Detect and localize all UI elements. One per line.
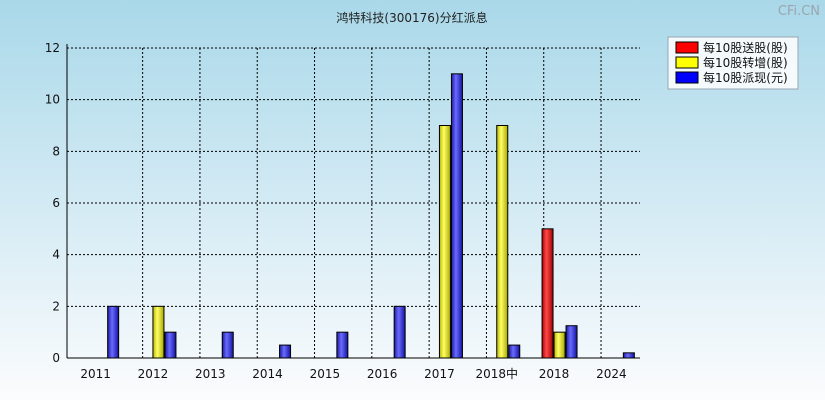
x-tick-label: 2024 xyxy=(596,367,627,381)
x-tick-label: 2018中 xyxy=(475,366,518,381)
axes: 0 2 4 6 8 10 12 2011 2012 2013 2014 2015 2016 2017 201… xyxy=(45,41,640,381)
y-tick-label: 6 xyxy=(52,196,60,210)
watermark: CFi.CN xyxy=(778,4,820,19)
bar xyxy=(279,344,292,359)
bars xyxy=(107,73,635,359)
bar xyxy=(553,331,566,359)
bar xyxy=(450,73,463,359)
legend-label: 每10股送股(股) xyxy=(703,40,788,55)
bar xyxy=(393,305,406,359)
bar xyxy=(221,331,234,359)
bar xyxy=(496,125,509,359)
legend-swatch xyxy=(675,71,699,84)
y-tick-label: 12 xyxy=(45,41,60,55)
bar xyxy=(508,344,521,359)
y-tick-label: 2 xyxy=(52,299,60,313)
legend: 每10股送股(股)每10股转增(股)每10股派现(元) xyxy=(667,36,799,90)
bar xyxy=(622,352,635,359)
legend-swatch xyxy=(675,56,699,69)
x-tick-label: 2013 xyxy=(195,367,226,381)
bar xyxy=(565,325,578,359)
chart-title: 鸿特科技(300176)分红派息 xyxy=(336,10,487,25)
x-tick-label: 2011 xyxy=(80,367,111,381)
bar xyxy=(164,331,177,359)
bar xyxy=(438,125,451,359)
legend-swatch xyxy=(675,41,699,54)
y-tick-label: 0 xyxy=(52,351,60,365)
y-tick-label: 10 xyxy=(45,93,60,107)
legend-label: 每10股转增(股) xyxy=(703,55,788,70)
y-tick-label: 4 xyxy=(52,248,60,262)
x-tick-label: 2018 xyxy=(539,367,570,381)
y-tick-label: 8 xyxy=(52,144,60,158)
bar xyxy=(152,305,165,359)
bar xyxy=(336,331,349,359)
x-tick-label: 2016 xyxy=(367,367,398,381)
bar xyxy=(107,305,120,359)
legend-label: 每10股派现(元) xyxy=(703,70,788,85)
bar xyxy=(541,228,554,359)
x-tick-label: 2012 xyxy=(138,367,169,381)
x-tick-label: 2014 xyxy=(252,367,283,381)
x-tick-label: 2015 xyxy=(310,367,341,381)
x-tick-label: 2017 xyxy=(424,367,455,381)
